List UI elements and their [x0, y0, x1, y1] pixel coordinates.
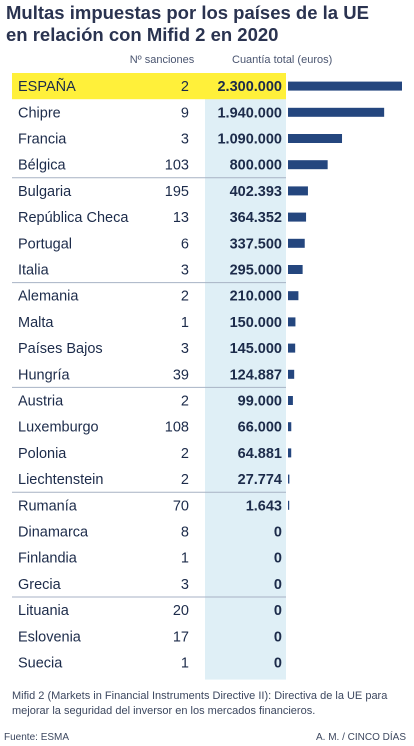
sanciones-value: 2 [181, 79, 189, 95]
sanciones-value: 70 [173, 498, 189, 514]
amount-value-label: 364.352 [230, 210, 282, 226]
amount-value-label: 337.500 [230, 236, 282, 252]
country-label: Eslovenia [18, 629, 82, 645]
sanciones-value: 2 [181, 394, 189, 410]
sanciones-value: 2 [181, 289, 189, 305]
amount-bar [288, 238, 305, 248]
country-label: Portugal [18, 236, 72, 252]
amount-value-label: 0 [274, 577, 282, 593]
country-label: Malta [18, 315, 54, 331]
country-label: Bélgica [18, 158, 66, 174]
amount-bar [288, 291, 299, 301]
country-label: Austria [18, 394, 64, 410]
sanciones-value: 1 [181, 315, 189, 331]
fines-bar-chart: ESPAÑA 2 2.300.000 Chipre 9 1.940.000 Francia 3… [12, 73, 402, 680]
sanciones-value: 1 [181, 551, 189, 567]
amount-value-label: 210.000 [230, 289, 282, 305]
country-label: Dinamarca [18, 525, 89, 541]
amount-value-label: 0 [274, 656, 282, 672]
country-label: ESPAÑA [18, 78, 76, 95]
sanciones-value: 108 [165, 420, 189, 436]
amount-value-label: 150.000 [230, 315, 282, 331]
country-label: República Checa [18, 210, 129, 226]
title-line-2: en relación con Mifid 2 en 2020 [6, 24, 279, 45]
amount-value-label: 295.000 [230, 263, 282, 279]
amount-value-label: 1.090.000 [217, 132, 282, 148]
amount-bar [288, 212, 307, 222]
amount-bar [288, 317, 296, 327]
country-label: Finlandia [18, 551, 78, 567]
amount-bar [288, 134, 343, 143]
country-label: Bulgaria [18, 184, 72, 200]
country-label: Rumanía [18, 498, 78, 514]
amount-value-label: 0 [274, 629, 282, 645]
amount-value-label: 0 [274, 525, 282, 541]
amount-bar [288, 396, 293, 405]
amount-value-label: 1.643 [246, 498, 282, 514]
country-label: Polonia [18, 446, 67, 462]
amount-bar [288, 369, 295, 379]
country-label: Chipre [18, 105, 61, 121]
footnote: Mifid 2 (Markets in Financial Instrument… [12, 690, 388, 717]
amount-value-label: 0 [274, 603, 282, 619]
sanciones-value: 39 [173, 367, 189, 383]
credit-text: A. M. / CINCO DÍAS [315, 732, 406, 743]
country-label: Italia [18, 263, 50, 279]
amount-bar [288, 265, 303, 274]
chart-title: Multas impuestas por los países de la UE… [6, 2, 410, 46]
amount-value-label: 1.940.000 [217, 105, 282, 121]
amount-value-label: 27.774 [238, 472, 282, 488]
amount-value-label: 99.000 [238, 394, 282, 410]
country-label: Hungría [18, 367, 71, 383]
amount-column-background [205, 73, 286, 680]
sanciones-value: 3 [181, 341, 189, 357]
amount-value-label: 402.393 [230, 184, 282, 200]
country-label: Países Bajos [18, 341, 103, 357]
amount-bar [288, 422, 292, 432]
column-header-cuantia: Cuantía total (euros) [232, 54, 333, 66]
amount-value-label: 66.000 [238, 420, 282, 436]
amount-value-label: 124.887 [230, 367, 282, 383]
amount-bar [288, 160, 328, 170]
amount-value-label: 2.300.000 [217, 79, 282, 95]
country-label: Liechtenstein [18, 472, 103, 488]
column-header-sanciones: Nº sanciones [129, 54, 195, 66]
sanciones-value: 3 [181, 577, 189, 593]
sanciones-value: 3 [181, 263, 189, 279]
amount-value-label: 64.881 [238, 446, 282, 462]
country-label: Francia [18, 132, 67, 148]
amount-bar [288, 186, 308, 196]
country-label: Suecia [18, 656, 63, 672]
amount-value-label: 800.000 [230, 158, 282, 174]
sanciones-value: 2 [181, 472, 189, 488]
sanciones-value: 6 [181, 236, 189, 252]
amount-bar [288, 500, 290, 510]
sanciones-value: 195 [165, 184, 189, 200]
country-label: Grecia [18, 577, 62, 593]
amount-bar [288, 81, 402, 91]
amount-value-label: 0 [274, 551, 282, 567]
sanciones-value: 103 [165, 158, 189, 174]
sanciones-value: 20 [173, 603, 189, 619]
amount-bar [288, 343, 296, 353]
country-label: Alemania [18, 289, 79, 305]
sanciones-value: 13 [173, 210, 189, 226]
sanciones-value: 2 [181, 446, 189, 462]
sanciones-value: 17 [173, 629, 189, 645]
title-line-1: Multas impuestas por los países de la UE [6, 2, 369, 23]
amount-value-label: 145.000 [230, 341, 282, 357]
amount-bar [288, 448, 292, 458]
sanciones-value: 3 [181, 132, 189, 148]
amount-bar [288, 107, 385, 117]
country-label: Lituania [18, 603, 70, 619]
sanciones-value: 8 [181, 525, 189, 541]
country-label: Luxemburgo [18, 420, 99, 436]
amount-bar [288, 474, 290, 484]
sanciones-value: 9 [181, 105, 189, 121]
sanciones-value: 1 [181, 656, 189, 672]
source-text: Fuente: ESMA [4, 732, 70, 743]
highlight-row [12, 73, 286, 100]
